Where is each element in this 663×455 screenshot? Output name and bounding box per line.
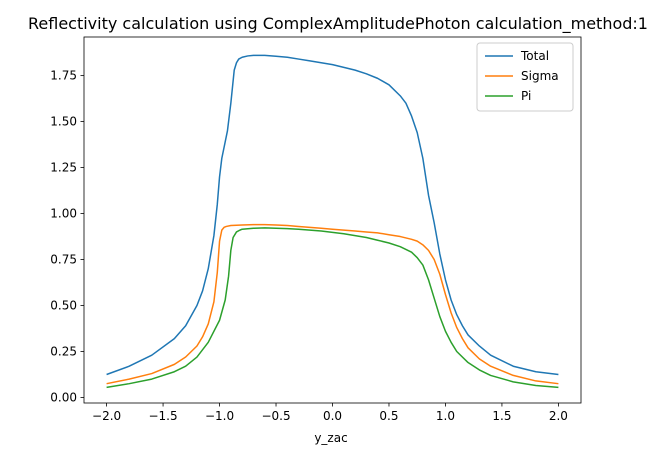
legend-label: Total [520, 49, 549, 63]
x-tick-label: −0.5 [261, 409, 290, 423]
legend: Total Sigma Pi [476, 42, 574, 112]
x-axis-label: y_zac [314, 431, 347, 445]
y-tick-label: 1.50 [50, 115, 77, 129]
x-tick-label: −1.0 [205, 409, 234, 423]
series-line-total [106, 54, 559, 376]
series-line-sigma [106, 223, 559, 385]
y-tick-label: 0.00 [50, 390, 77, 404]
chart-title: Reflectivity calculation using ComplexAm… [28, 14, 648, 34]
x-tick-label: −1.5 [148, 409, 177, 423]
y-tick-label: 1.75 [50, 69, 77, 83]
y-tick-label: 1.00 [50, 207, 77, 221]
y-tick-label: 0.25 [50, 345, 77, 359]
legend-box [476, 42, 574, 112]
x-tick-label: 1.5 [492, 409, 511, 423]
y-tick-label: 0.75 [50, 253, 77, 267]
x-tick-label: 0.0 [323, 409, 342, 423]
plot-area: −2.0 −1.5 −1.0 −0.5 0.0 0.5 1.0 1.5 2.0 0.00 0.25 0… [50, 36, 582, 423]
x-tick-label: 2.0 [549, 409, 568, 423]
x-tick-label: 1.0 [436, 409, 455, 423]
series-line-pi [106, 227, 559, 389]
x-tick-label: −2.0 [92, 409, 121, 423]
y-tick-label: 1.25 [50, 161, 77, 175]
x-tick-label: 0.5 [379, 409, 398, 423]
legend-label: Sigma [521, 69, 559, 83]
legend-label: Pi [521, 89, 531, 103]
y-tick-label: 0.50 [50, 299, 77, 313]
